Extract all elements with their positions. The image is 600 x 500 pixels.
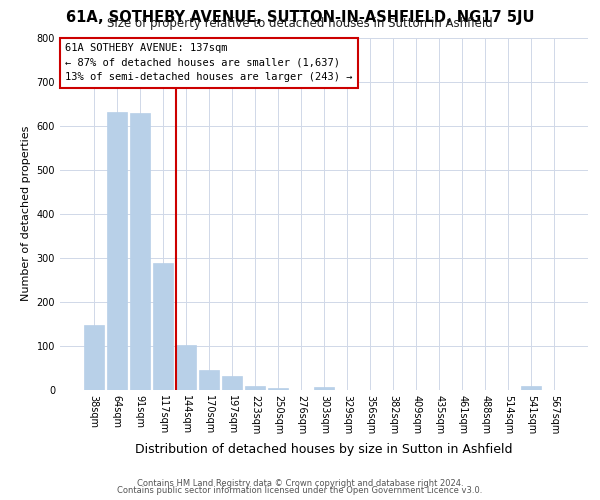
Text: Size of property relative to detached houses in Sutton in Ashfield: Size of property relative to detached ho… — [107, 18, 493, 30]
Text: 61A SOTHEBY AVENUE: 137sqm
← 87% of detached houses are smaller (1,637)
13% of s: 61A SOTHEBY AVENUE: 137sqm ← 87% of deta… — [65, 43, 353, 82]
Bar — [107, 112, 127, 390]
Text: Contains HM Land Registry data © Crown copyright and database right 2024.: Contains HM Land Registry data © Crown c… — [137, 478, 463, 488]
Bar — [222, 376, 242, 390]
Bar — [245, 386, 265, 390]
Bar — [199, 370, 218, 390]
X-axis label: Distribution of detached houses by size in Sutton in Ashfield: Distribution of detached houses by size … — [135, 442, 513, 456]
Bar — [268, 388, 288, 390]
Bar — [130, 114, 149, 390]
Bar — [84, 325, 104, 390]
Bar — [521, 386, 541, 390]
Bar — [176, 346, 196, 390]
Text: 61A, SOTHEBY AVENUE, SUTTON-IN-ASHFIELD, NG17 5JU: 61A, SOTHEBY AVENUE, SUTTON-IN-ASHFIELD,… — [66, 10, 534, 25]
Bar — [153, 262, 173, 390]
Text: Contains public sector information licensed under the Open Government Licence v3: Contains public sector information licen… — [118, 486, 482, 495]
Y-axis label: Number of detached properties: Number of detached properties — [21, 126, 31, 302]
Bar — [314, 387, 334, 390]
